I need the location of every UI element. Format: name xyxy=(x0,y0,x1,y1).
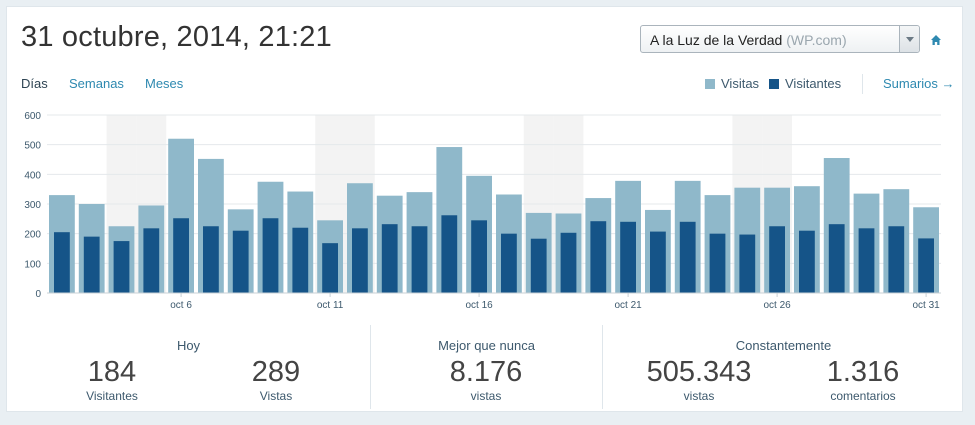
stat-group-best: Mejor que nunca 8.176 vistas xyxy=(371,325,602,409)
page-title: 31 octubre, 2014, 21:21 xyxy=(21,21,332,53)
bar-visitors xyxy=(888,226,905,293)
x-tick-label: oct 16 xyxy=(465,300,493,311)
bar-visitors xyxy=(143,228,160,293)
stat-title-today: Hoy xyxy=(176,338,201,353)
stat-label: vistas xyxy=(683,389,715,403)
stat-alltime-comments: 1.316 comentarios xyxy=(793,355,933,403)
stat-divider xyxy=(370,325,371,409)
bar-visitors xyxy=(828,224,845,293)
y-tick-label: 100 xyxy=(24,259,41,270)
stat-label: Vistas xyxy=(259,389,293,403)
bar-visitors xyxy=(262,218,279,293)
stat-alltime-views: 505.343 vistas xyxy=(629,355,769,403)
x-tick-label: oct 11 xyxy=(317,300,344,311)
stat-label: Visitantes xyxy=(86,389,138,403)
bar-visitors xyxy=(441,215,458,293)
stat-value: 8.176 xyxy=(449,356,523,388)
stat-today-views: 289 Vistas xyxy=(211,355,341,403)
bar-visitors xyxy=(858,228,875,293)
y-tick-label: 400 xyxy=(24,170,41,181)
stat-value: 184 xyxy=(87,356,137,388)
stats-summary: Hoy 184 Visitantes 289 Vistas Mejor que … xyxy=(7,325,964,409)
y-tick-label: 0 xyxy=(35,289,41,300)
bar-visitors xyxy=(560,232,577,293)
bar-visitors xyxy=(530,238,547,293)
bar-visitors xyxy=(113,241,130,293)
stat-title-best: Mejor que nunca xyxy=(438,338,535,353)
stat-label: comentarios xyxy=(830,389,896,403)
stat-label: vistas xyxy=(470,389,502,403)
tab-weeks[interactable]: Semanas xyxy=(69,76,124,91)
bar-visitors xyxy=(918,238,934,293)
bar-visitors xyxy=(679,221,696,293)
stat-value: 289 xyxy=(251,356,301,388)
site-suffix: (WP.com) xyxy=(786,32,847,48)
stat-group-alltime: Constantemente 505.343 vistas 1.316 come… xyxy=(603,325,964,409)
stat-title-alltime: Constantemente xyxy=(735,338,832,353)
bar-visitors xyxy=(411,226,428,293)
legend-label-visitors: Visitantes xyxy=(785,76,842,91)
site-name: A la Luz de la Verdad xyxy=(650,32,783,48)
y-tick-label: 600 xyxy=(24,111,41,122)
chevron-down-icon[interactable] xyxy=(899,26,919,52)
bar-chart: 0 100 200 300 400 500 600 oct 6 oct 11 oct 16 oct … xyxy=(24,111,941,311)
stat-best-views: 8.176 vistas xyxy=(406,355,566,403)
bar-visitors xyxy=(739,234,756,293)
stats-panel: 31 octubre, 2014, 21:21 A la Luz de la V… xyxy=(6,6,963,412)
bar-visitors xyxy=(322,243,338,293)
tab-days[interactable]: Días xyxy=(21,76,48,91)
bar-visitors xyxy=(83,236,100,293)
legend-divider xyxy=(862,74,863,94)
legend-label-views: Visitas xyxy=(721,76,760,91)
home-icon[interactable] xyxy=(930,34,942,46)
x-tick-label: oct 21 xyxy=(614,300,642,311)
bar-visitors xyxy=(501,233,517,293)
bar-visitors xyxy=(232,230,249,293)
bar-visitors xyxy=(381,224,398,293)
y-tick-label: 500 xyxy=(24,141,41,152)
x-tick-label: oct 26 xyxy=(763,300,791,311)
legend-item-views: Visitas xyxy=(705,76,759,91)
x-tick-label: oct 6 xyxy=(170,300,192,311)
stat-value: 505.343 xyxy=(646,356,752,388)
bar-visitors xyxy=(650,231,666,293)
tab-months[interactable]: Meses xyxy=(145,76,184,91)
stat-divider xyxy=(602,325,603,409)
bar-visitors xyxy=(292,227,309,293)
bar-visitors xyxy=(352,228,368,293)
bar-visitors xyxy=(590,221,607,293)
legend-swatch-views xyxy=(705,79,715,89)
summaries-link[interactable]: Sumarios → xyxy=(883,76,955,91)
stat-value: 1.316 xyxy=(826,356,900,388)
legend-item-visitors: Visitantes xyxy=(769,76,841,91)
y-tick-label: 300 xyxy=(24,200,41,211)
bar-visitors xyxy=(769,226,785,293)
bar-visitors xyxy=(620,221,636,293)
stat-today-visitors: 184 Visitantes xyxy=(47,355,177,403)
bar-visitors xyxy=(799,230,815,293)
bar-visitors xyxy=(709,233,726,293)
site-select[interactable]: A la Luz de la Verdad (WP.com) xyxy=(640,25,920,53)
y-tick-label: 200 xyxy=(24,230,41,241)
legend-swatch-visitors xyxy=(769,79,779,89)
bar-visitors xyxy=(203,226,219,293)
x-tick-label: oct 31 xyxy=(912,300,940,311)
bar-visitors xyxy=(173,218,189,293)
bar-visitors xyxy=(54,232,70,293)
bar-visitors xyxy=(471,220,487,293)
stat-group-today: Hoy 184 Visitantes 289 Vistas xyxy=(7,325,370,409)
